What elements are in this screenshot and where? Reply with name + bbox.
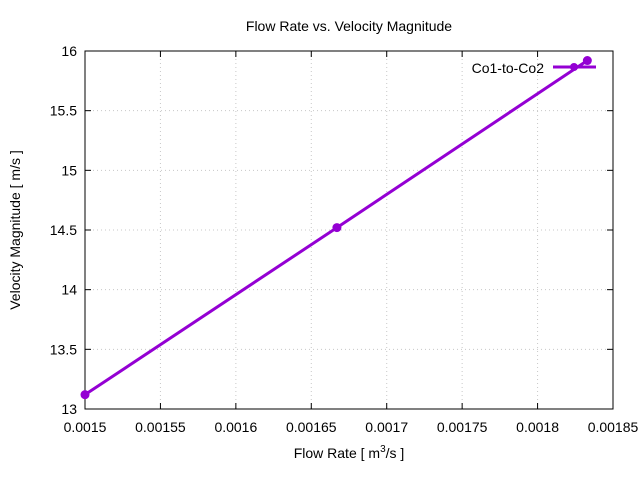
chart-title: Flow Rate vs. Velocity Magnitude	[246, 18, 452, 34]
y-tick-label: 15.5	[50, 103, 77, 119]
y-tick-label: 13	[61, 401, 77, 417]
x-tick-label: 0.0016	[214, 419, 257, 435]
grid	[85, 51, 613, 409]
axis-ticks	[84, 50, 614, 410]
y-axis-label: Velocity Magnitude [ m/s ]	[7, 150, 23, 310]
y-tick-label: 13.5	[50, 341, 77, 357]
x-axis-label: Flow Rate [ m3/s ]	[294, 444, 405, 461]
y-tick-labels: 13 13.5 14 14.5 15 15.5 16	[50, 43, 77, 417]
legend: Co1-to-Co2	[472, 60, 596, 76]
y-tick-label: 16	[61, 43, 77, 59]
x-tick-label: 0.00175	[437, 419, 488, 435]
y-tick-label: 15	[61, 162, 77, 178]
x-tick-label: 0.0018	[516, 419, 559, 435]
x-tick-labels: 0.0015 0.00155 0.0016 0.00165 0.0017 0.00175 0…	[64, 419, 639, 435]
data-point	[582, 56, 592, 66]
x-tick-label: 0.0017	[365, 419, 408, 435]
y-tick-label: 14	[61, 282, 77, 298]
data-point	[332, 223, 342, 233]
series-group	[80, 56, 592, 400]
legend-label: Co1-to-Co2	[472, 60, 545, 76]
x-tick-label: 0.00165	[286, 419, 337, 435]
x-tick-label: 0.00155	[135, 419, 186, 435]
data-point	[80, 390, 90, 400]
x-tick-label: 0.0015	[64, 419, 107, 435]
x-tick-label: 0.00185	[588, 419, 639, 435]
legend-marker	[570, 63, 578, 71]
y-tick-label: 14.5	[50, 222, 77, 238]
